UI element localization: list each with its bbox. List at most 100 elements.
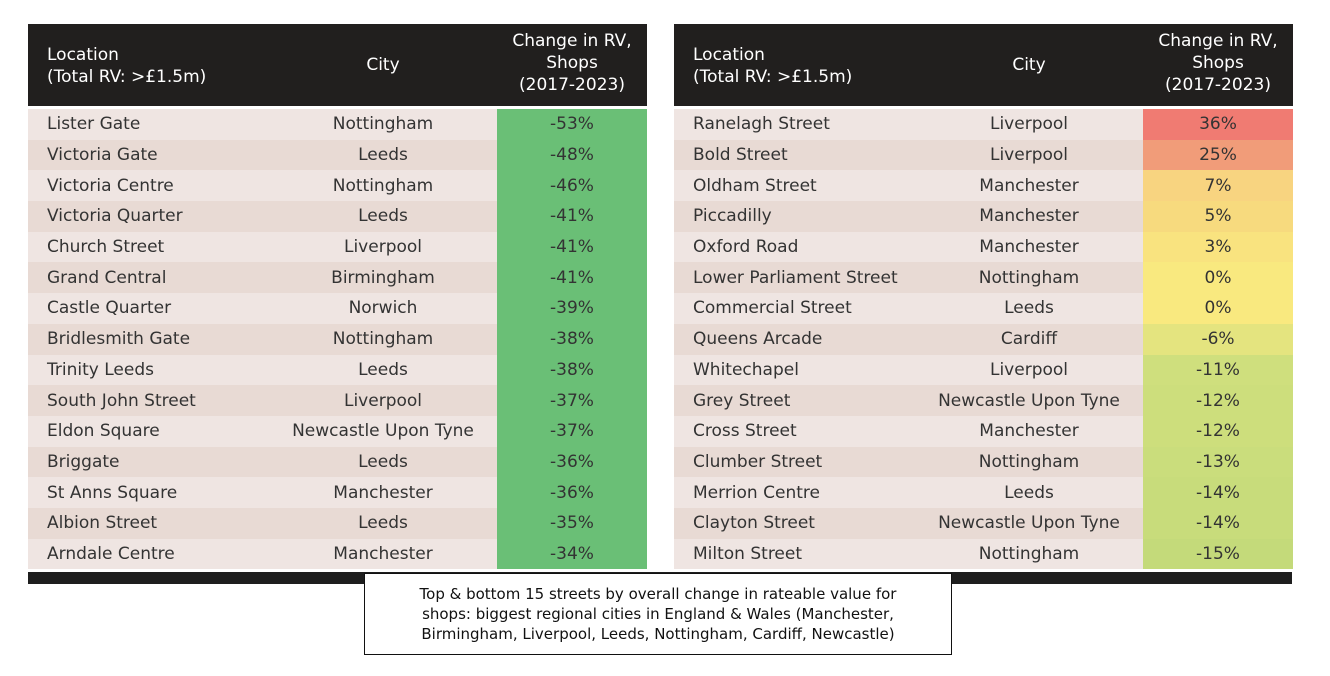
header-location: Location (Total RV: >£1.5m) <box>693 44 852 88</box>
cell-change: -41% <box>497 231 647 263</box>
table-row: Eldon Square Newcastle Upon Tyne -37% <box>28 415 647 447</box>
header-location-sub: (Total RV: >£1.5m) <box>693 67 853 87</box>
table-row: Lister Gate Nottingham -53% <box>28 109 647 140</box>
cell-location: Cross Street <box>693 421 797 442</box>
cell-location: Whitechapel <box>693 359 799 380</box>
header-change-l1: Change in RV, <box>1158 31 1278 51</box>
table-body: Ranelagh Street Liverpool 36% Bold Street Li… <box>674 109 1293 570</box>
cell-city: Leeds <box>358 359 408 380</box>
cell-city: Liverpool <box>989 145 1069 166</box>
caption-line: Birmingham, Liverpool, Leeds, Nottingham… <box>421 625 895 643</box>
cell-change: 7% <box>1143 170 1293 202</box>
cell-location: Victoria Gate <box>47 145 158 166</box>
caption-box: Top & bottom 15 streets by overall chang… <box>364 573 952 655</box>
table-row: Church Street Liverpool -41% <box>28 231 647 263</box>
table-row: Lower Parliament Street Nottingham 0% <box>674 262 1293 294</box>
cell-city: Manchester <box>979 175 1079 196</box>
table-row: Queens Arcade Cardiff -6% <box>674 323 1293 355</box>
table-row: Oldham Street Manchester 7% <box>674 170 1293 202</box>
table-row: South John Street Liverpool -37% <box>28 385 647 416</box>
cell-change: 3% <box>1143 231 1293 263</box>
cell-change: -53% <box>497 109 647 140</box>
cell-change: -38% <box>497 323 647 355</box>
table-row: Bridlesmith Gate Nottingham -38% <box>28 323 647 355</box>
cell-city: Leeds <box>358 513 408 534</box>
cell-change: -37% <box>497 415 647 447</box>
cell-city: Liverpool <box>989 359 1069 380</box>
cell-city: Manchester <box>333 482 433 503</box>
cell-change: -34% <box>497 538 647 570</box>
cell-city: Newcastle Upon Tyne <box>938 513 1120 534</box>
caption-line: shops: biggest regional cities in Englan… <box>422 605 894 623</box>
header-location-label: Location <box>693 45 765 65</box>
cell-change: -11% <box>1143 354 1293 386</box>
cell-city: Leeds <box>1004 298 1054 319</box>
cell-city: Leeds <box>358 451 408 472</box>
table-row: Grand Central Birmingham -41% <box>28 262 647 294</box>
table-row: Grey Street Newcastle Upon Tyne -12% <box>674 385 1293 416</box>
table-row: Whitechapel Liverpool -11% <box>674 354 1293 386</box>
cell-location: Briggate <box>47 451 120 472</box>
table-row: Cross Street Manchester -12% <box>674 415 1293 447</box>
cell-city: Newcastle Upon Tyne <box>292 421 474 442</box>
cell-change: 36% <box>1143 109 1293 140</box>
cell-city: Nottingham <box>332 114 434 135</box>
cell-city: Nottingham <box>332 175 434 196</box>
cell-change: -14% <box>1143 477 1293 508</box>
header-change-l2: Shops <box>1192 53 1244 73</box>
cell-change: -39% <box>497 293 647 324</box>
table-row: Victoria Centre Nottingham -46% <box>28 170 647 202</box>
cell-city: Nottingham <box>332 329 434 350</box>
table-row: Bold Street Liverpool 25% <box>674 139 1293 171</box>
table-row: Victoria Gate Leeds -48% <box>28 139 647 171</box>
cell-change: 0% <box>1143 293 1293 324</box>
cell-location: Oxford Road <box>693 237 799 258</box>
cell-location: Bold Street <box>693 145 788 166</box>
cell-location: Commercial Street <box>693 298 852 319</box>
header-change-l2: Shops <box>546 53 598 73</box>
table-row: Oxford Road Manchester 3% <box>674 231 1293 263</box>
cell-change: -12% <box>1143 415 1293 447</box>
header-change: Change in RV, Shops (2017-2023) <box>497 30 647 96</box>
table-header: Location (Total RV: >£1.5m) City Change i… <box>674 24 1293 106</box>
cell-city: Nottingham <box>978 543 1080 564</box>
cell-city: Nottingham <box>978 267 1080 288</box>
header-location-label: Location <box>47 45 119 65</box>
table-row: Albion Street Leeds -35% <box>28 507 647 539</box>
cell-location: Eldon Square <box>47 421 160 442</box>
table-row: Ranelagh Street Liverpool 36% <box>674 109 1293 140</box>
cell-city: Birmingham <box>331 267 435 288</box>
cell-change: 25% <box>1143 139 1293 171</box>
cell-location: Piccadilly <box>693 206 772 227</box>
cell-change: 0% <box>1143 262 1293 294</box>
table-row: Victoria Quarter Leeds -41% <box>28 201 647 232</box>
cell-location: Trinity Leeds <box>47 359 154 380</box>
table-row: Clayton Street Newcastle Upon Tyne -14% <box>674 507 1293 539</box>
cell-change: -41% <box>497 262 647 294</box>
cell-location: Church Street <box>47 237 165 258</box>
cell-city: Leeds <box>1004 482 1054 503</box>
cell-change: -38% <box>497 354 647 386</box>
header-change-l3: (2017-2023) <box>519 75 625 95</box>
cell-location: Victoria Centre <box>47 175 174 196</box>
table-row: Trinity Leeds Leeds -38% <box>28 354 647 386</box>
header-location: Location (Total RV: >£1.5m) <box>47 44 206 88</box>
table-row: Briggate Leeds -36% <box>28 446 647 478</box>
table-row: Merrion Centre Leeds -14% <box>674 477 1293 508</box>
cell-location: Grand Central <box>47 267 167 288</box>
cell-city: Cardiff <box>1000 329 1058 350</box>
cell-location: Albion Street <box>47 513 158 534</box>
cell-location: Arndale Centre <box>47 543 175 564</box>
cell-location: Clayton Street <box>693 513 815 534</box>
cell-change: -41% <box>497 201 647 232</box>
table-row: Commercial Street Leeds 0% <box>674 293 1293 324</box>
cell-change: -35% <box>497 507 647 539</box>
cell-change: -12% <box>1143 385 1293 416</box>
table-body: Lister Gate Nottingham -53% Victoria Gate Le… <box>28 109 647 570</box>
cell-location: South John Street <box>47 390 196 411</box>
header-change: Change in RV, Shops (2017-2023) <box>1143 30 1293 96</box>
cell-city: Manchester <box>333 543 433 564</box>
cell-location: Grey Street <box>693 390 791 411</box>
cell-city: Manchester <box>979 421 1079 442</box>
cell-city: Leeds <box>358 206 408 227</box>
